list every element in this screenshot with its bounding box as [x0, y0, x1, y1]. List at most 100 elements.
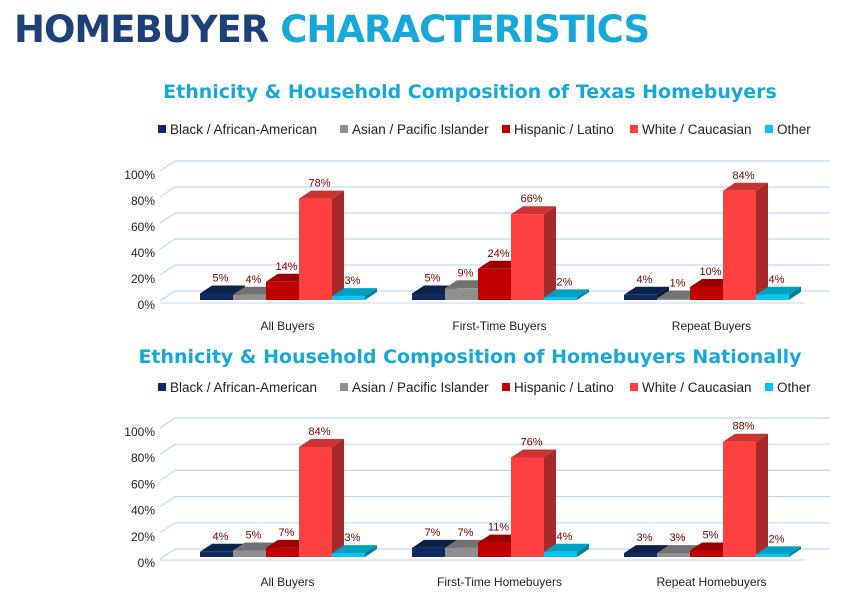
bar-front [200, 293, 233, 300]
bar-side [544, 449, 556, 557]
gridline [159, 443, 830, 455]
bar-front [511, 457, 544, 557]
category-label: First-Time Buyers [452, 319, 546, 333]
gridline [159, 290, 830, 302]
bar-front [478, 542, 511, 557]
y-tick-label: 20% [131, 272, 155, 286]
data-label: 4% [557, 531, 573, 543]
bar: 84% [723, 170, 768, 300]
bar-top [756, 286, 801, 295]
bar-front [690, 287, 723, 300]
legend-swatch [765, 125, 773, 133]
legend-label: Asian / Pacific Islander [352, 122, 489, 137]
bar: 84% [299, 426, 344, 557]
legend-swatch [340, 383, 348, 391]
legend-swatch [340, 125, 348, 133]
data-label: 84% [308, 426, 330, 438]
bar-side [577, 543, 589, 557]
data-label: 1% [670, 278, 686, 290]
gridline [159, 160, 830, 172]
bar-front [544, 297, 577, 300]
legend-swatch [630, 383, 638, 391]
bar-top [544, 543, 589, 552]
y-tick-label: 100% [124, 168, 155, 182]
data-label: 3% [345, 532, 361, 544]
legend-label: Hispanic / Latino [514, 380, 614, 395]
data-label: 4% [769, 274, 785, 286]
bar-side [789, 546, 801, 557]
bar: 78% [299, 178, 344, 300]
bar-front [511, 214, 544, 300]
bar-side [365, 545, 377, 557]
bar-side [577, 289, 589, 300]
legend-item: Other [765, 122, 811, 137]
bar-top [511, 449, 556, 458]
gridline [159, 238, 830, 250]
data-label: 5% [213, 273, 229, 285]
data-label: 78% [308, 178, 330, 190]
bar-top [756, 546, 801, 555]
bar-top [624, 286, 669, 295]
legend-item: Hispanic / Latino [502, 122, 614, 137]
legend-swatch [158, 125, 166, 133]
data-label: 7% [279, 527, 295, 539]
bar-front [690, 550, 723, 557]
y-tick-label: 40% [131, 246, 155, 260]
bar-front [412, 293, 445, 300]
bar-front [624, 553, 657, 557]
legend-swatch [502, 383, 510, 391]
gridline [159, 186, 830, 198]
bar-front [233, 550, 266, 557]
bar-front [544, 551, 577, 557]
bar: 3% [332, 532, 377, 557]
bar-front [233, 294, 266, 300]
data-label: 4% [246, 274, 262, 286]
legend-item: Asian / Pacific Islander [340, 122, 489, 137]
y-tick-label: 20% [131, 530, 155, 544]
chart-2: Ethnicity & Household Composition of Hom… [124, 346, 830, 589]
y-tick-label: 60% [131, 220, 155, 234]
page-title-part1: HOMEBUYER [14, 8, 269, 51]
bar-front [723, 190, 756, 300]
bar: 88% [723, 421, 768, 557]
page-title: HOMEBUYER CHARACTERISTICS [14, 8, 650, 51]
data-label: 88% [732, 421, 754, 433]
legend-item: Asian / Pacific Islander [340, 380, 489, 395]
legend-item: Black / African-American [158, 380, 317, 395]
gridline [159, 496, 830, 508]
bar-top [412, 539, 457, 548]
bar-front [445, 547, 478, 557]
bar-front [723, 441, 756, 557]
data-label: 84% [732, 170, 754, 182]
data-label: 2% [557, 276, 573, 288]
bar-side [332, 438, 344, 557]
bar-front [332, 553, 365, 557]
data-label: 76% [520, 436, 542, 448]
legend-label: Other [777, 380, 811, 395]
data-label: 3% [345, 275, 361, 287]
category-label: First-Time Homebuyers [437, 575, 562, 589]
y-tick-label: 40% [131, 504, 155, 518]
bar-side [365, 288, 377, 300]
legend-label: White / Caucasian [642, 380, 752, 395]
data-label: 7% [458, 527, 474, 539]
bar-front [299, 198, 332, 300]
bar-top [200, 543, 245, 552]
bar: 4% [544, 531, 589, 557]
bar-front [266, 281, 299, 300]
bar: 3% [332, 275, 377, 300]
y-tick-label: 80% [131, 451, 155, 465]
legend-item: Black / African-American [158, 122, 317, 137]
data-label: 24% [487, 248, 509, 260]
category-label: All Buyers [260, 319, 314, 333]
bar-front [332, 296, 365, 300]
gridline [159, 469, 830, 481]
data-label: 7% [425, 527, 441, 539]
bar: 4% [756, 274, 801, 300]
bar: 66% [511, 193, 556, 300]
legend-label: Other [777, 122, 811, 137]
legend-item: Other [765, 380, 811, 395]
bar-side [789, 286, 801, 300]
bar-side [756, 433, 768, 557]
